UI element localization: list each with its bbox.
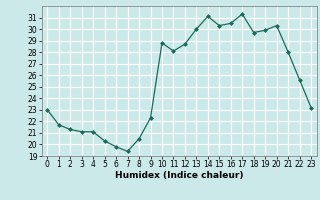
X-axis label: Humidex (Indice chaleur): Humidex (Indice chaleur)	[115, 171, 244, 180]
